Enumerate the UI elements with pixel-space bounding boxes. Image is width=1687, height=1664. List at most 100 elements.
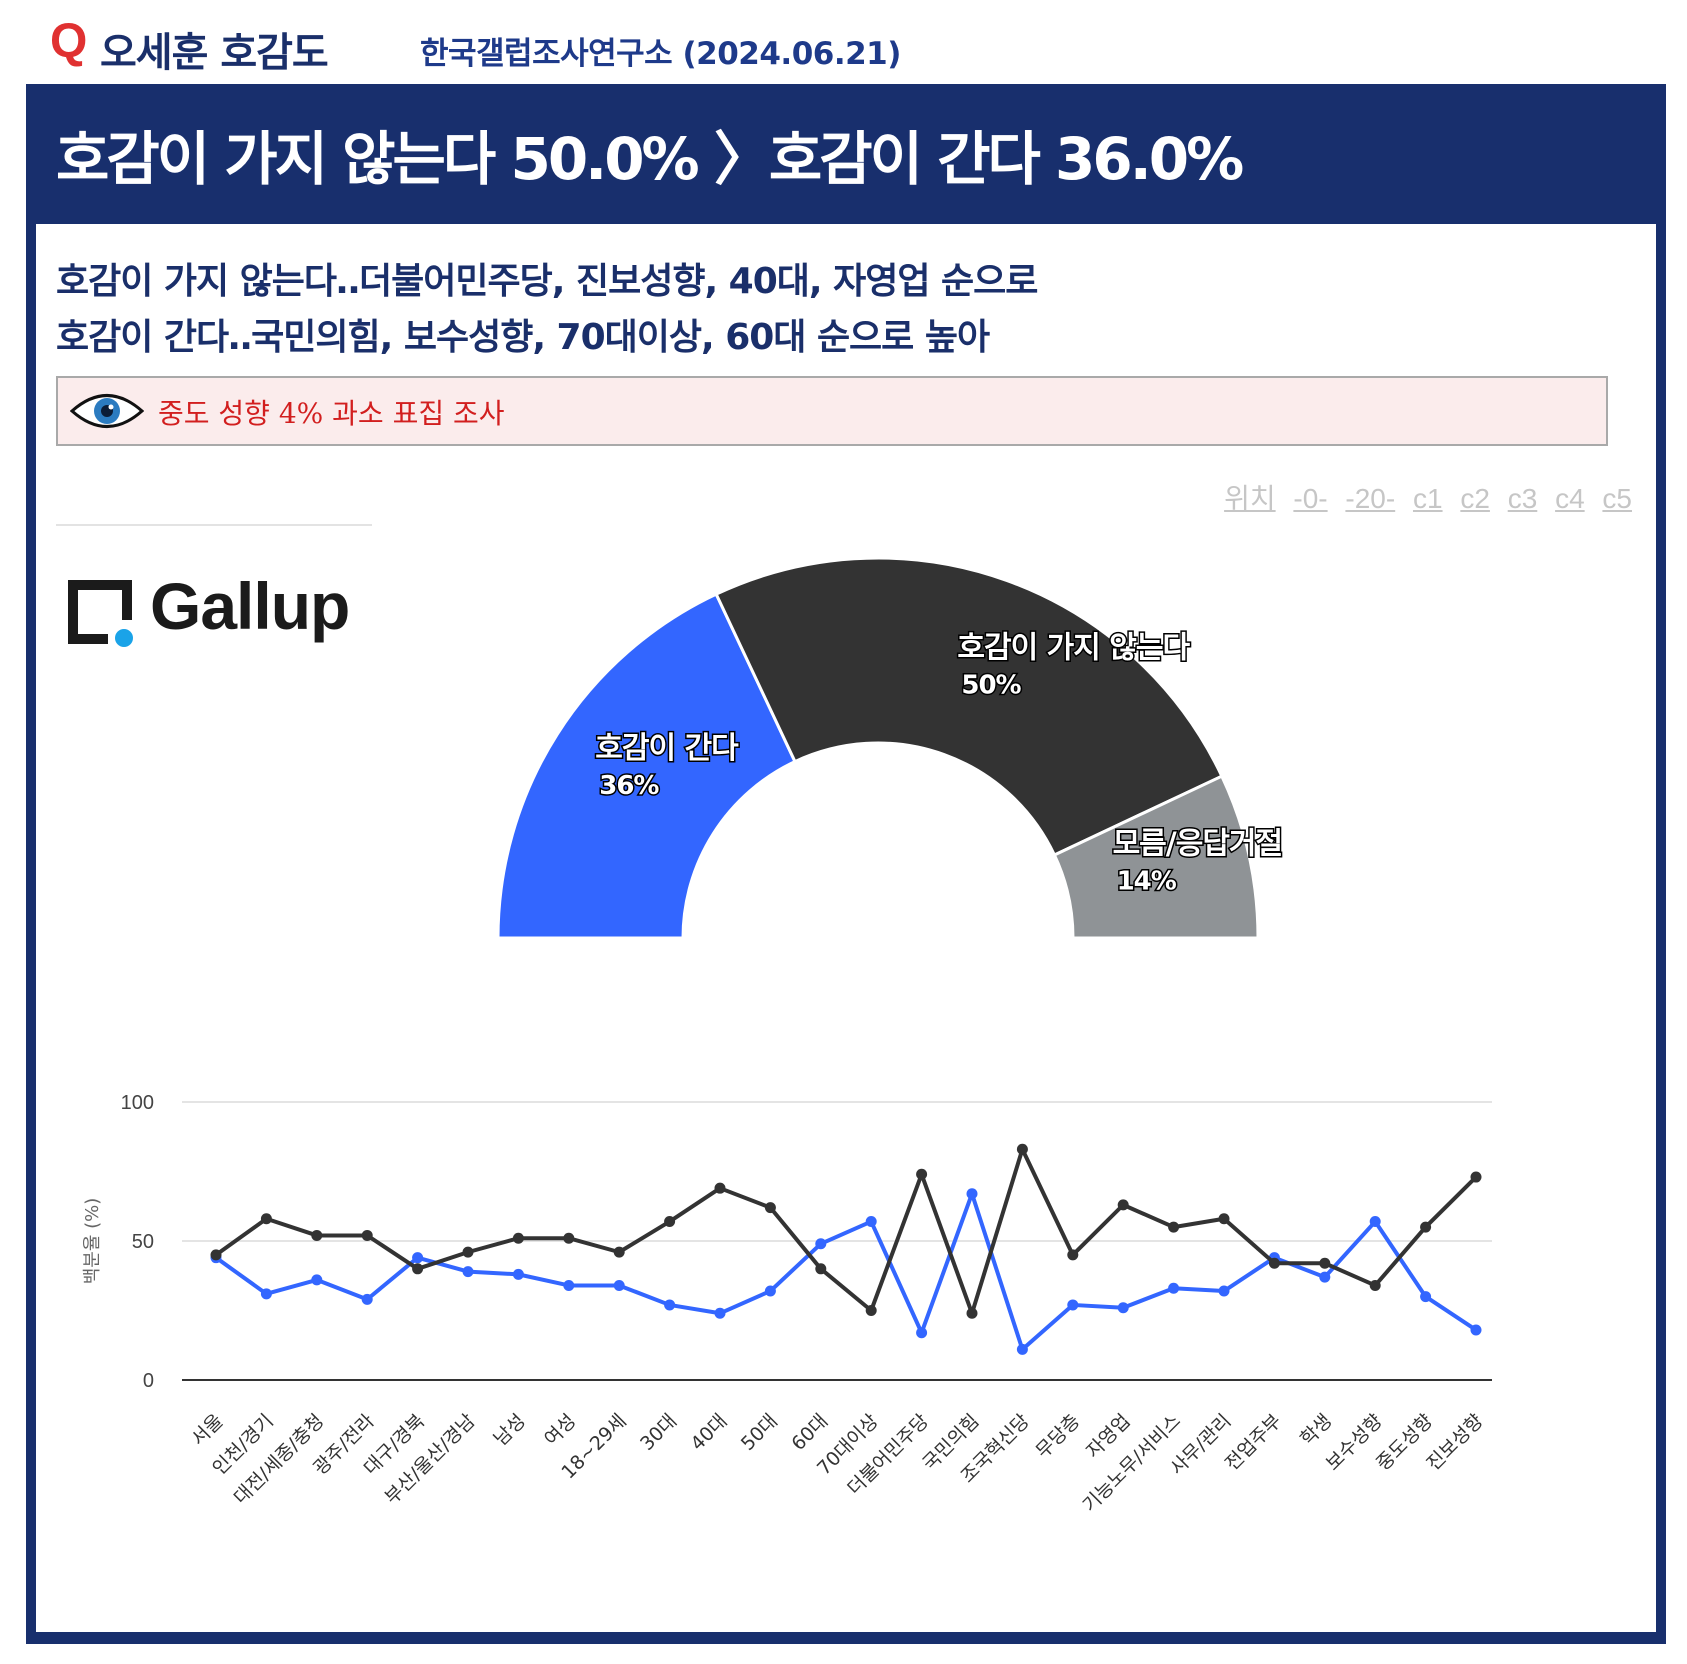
series-1-point [916, 1168, 928, 1180]
x-tick-label: 50대 [737, 1410, 782, 1455]
notice-text: 중도 성향 4% 과소 표집 조사 [158, 397, 505, 430]
series-0-point [512, 1268, 524, 1280]
series-0-point [916, 1327, 928, 1339]
series-0-point [865, 1216, 877, 1228]
x-tick-label: 40대 [687, 1410, 732, 1455]
eye-icon [70, 394, 144, 428]
series-1-point [865, 1305, 877, 1316]
x-tick-label: 60대 [787, 1410, 832, 1455]
series-1-point [1268, 1257, 1280, 1269]
headline-bar: 호감이 가지 않는다 50.0% 〉호감이 간다 36.0% [26, 84, 1666, 222]
half-donut-chart: 호감이 간다 36% 호감이 가지 않는다 50% 모름/응답거절 14% [496, 556, 1285, 940]
series-1-point [1470, 1171, 1482, 1183]
series-1-point [664, 1216, 676, 1228]
y-tick-50: 50 [132, 1231, 154, 1253]
x-tick-label: 부산/울산/경남 [381, 1410, 480, 1509]
series-1-point [815, 1263, 827, 1275]
y-axis-label: 백분율 (%) [82, 1198, 103, 1285]
series-line-1 [214, 1147, 1478, 1316]
series-1-point [1016, 1143, 1028, 1155]
series-0-point [462, 1266, 474, 1278]
series-0-point [1218, 1285, 1230, 1297]
subhead-2: 호감이 간다‥국민의힘, 보수성향, 70대이상, 60대 순으로 높아 [56, 317, 990, 358]
top-bar: Q 오세훈 호감도 한국갤럽조사연구소 (2024.06.21) [0, 0, 1687, 84]
series-0-point [412, 1252, 424, 1264]
series-1-point [1420, 1221, 1432, 1233]
series-0-point [1420, 1291, 1432, 1303]
series-1-point [563, 1232, 575, 1244]
series-0-point [1016, 1343, 1028, 1355]
series-0-point [1117, 1302, 1129, 1314]
x-tick-label: 남성 [490, 1410, 530, 1450]
series-1-point [412, 1263, 424, 1275]
series-1-point [764, 1202, 776, 1214]
series-line-0 [214, 1191, 1478, 1352]
donut-value-2: 14% [1117, 866, 1177, 896]
subhead-1: 호감이 가지 않는다‥더불어민주당, 진보성향, 40대, 자영업 순으로 [56, 261, 1038, 302]
x-tick-label: 전업주부 [1221, 1410, 1286, 1475]
series-1-point [210, 1249, 222, 1261]
source-label: 한국갤럽조사연구소 (2024.06.21) [420, 36, 901, 72]
series-1-point [966, 1307, 978, 1319]
series-0-point [815, 1238, 827, 1250]
series-1-point [1369, 1279, 1381, 1291]
series-0-point [966, 1188, 978, 1200]
divider [56, 524, 372, 526]
position-link-0[interactable]: -0- [1293, 483, 1328, 514]
position-link-c2[interactable]: c2 [1460, 483, 1490, 514]
donut-value-1: 50% [961, 670, 1021, 700]
series-1-point [311, 1229, 323, 1241]
x-tick-label: 30대 [636, 1410, 681, 1455]
series-0-point [1319, 1271, 1331, 1283]
gallup-logo: Gallup [68, 569, 368, 654]
series-0-point [664, 1299, 676, 1311]
series-1-point [1117, 1199, 1129, 1211]
series-0-point [1168, 1282, 1180, 1294]
position-links: 위치 -0- -20- c1 c2 c3 c4 c5 [1214, 477, 1632, 517]
position-link-20[interactable]: -20- [1345, 483, 1396, 514]
series-1-point [361, 1229, 373, 1241]
series-1-point [260, 1213, 272, 1225]
series-0-point [764, 1285, 776, 1297]
x-tick-label: 여성 [540, 1410, 580, 1450]
series-1-point [512, 1232, 524, 1244]
headline: 호감이 가지 않는다 50.0% 〉호감이 간다 36.0% [56, 125, 1244, 193]
series-0-point [714, 1307, 726, 1319]
position-link-c3[interactable]: c3 [1507, 483, 1538, 514]
position-link-c5[interactable]: c5 [1602, 483, 1632, 514]
series-1-point [613, 1246, 625, 1258]
donut-slice-0 [496, 592, 797, 940]
series-0-point [1470, 1324, 1482, 1336]
series-1-point [462, 1246, 474, 1258]
position-link-c1[interactable]: c1 [1412, 483, 1443, 514]
x-tick-label: 서울 [187, 1410, 227, 1450]
page-title: 오세훈 호감도 [100, 30, 329, 76]
q-logo: Q [50, 15, 88, 68]
notice-box: 중도 성향 4% 과소 표집 조사 [56, 376, 1608, 446]
series-0-point [1067, 1299, 1079, 1311]
series-1-point [1319, 1257, 1331, 1269]
position-link-label[interactable]: 위치 [1224, 483, 1276, 514]
gallup-mark-icon [68, 580, 133, 647]
series-0-point [361, 1293, 373, 1305]
series-1-point [714, 1182, 726, 1194]
gallup-wordmark: Gallup [150, 569, 350, 643]
donut-slice-1 [714, 556, 1224, 857]
article-frame: 호감이 가지 않는다 50.0% 〉호감이 간다 36.0% 호감이 가지 않는… [26, 84, 1666, 1644]
x-tick-label: 진보성향 [1423, 1410, 1488, 1475]
position-link-c4[interactable]: c4 [1555, 483, 1585, 514]
series-1-point [1168, 1221, 1180, 1233]
donut-label-1: 호감이 가지 않는다 [957, 630, 1190, 665]
series-0-point [613, 1279, 625, 1291]
y-tick-0: 0 [143, 1370, 154, 1392]
series-1-point [1218, 1213, 1230, 1225]
donut-label-2: 모름/응답거절 [1113, 826, 1283, 861]
series-0-point [311, 1274, 323, 1286]
donut-value-0: 36% [599, 771, 659, 801]
series-0-point [563, 1279, 575, 1291]
series-0-point [1369, 1216, 1381, 1228]
series-0-point [260, 1288, 272, 1300]
donut-slice-2 [1052, 774, 1260, 940]
x-tick-label: 무당층 [1032, 1410, 1085, 1463]
